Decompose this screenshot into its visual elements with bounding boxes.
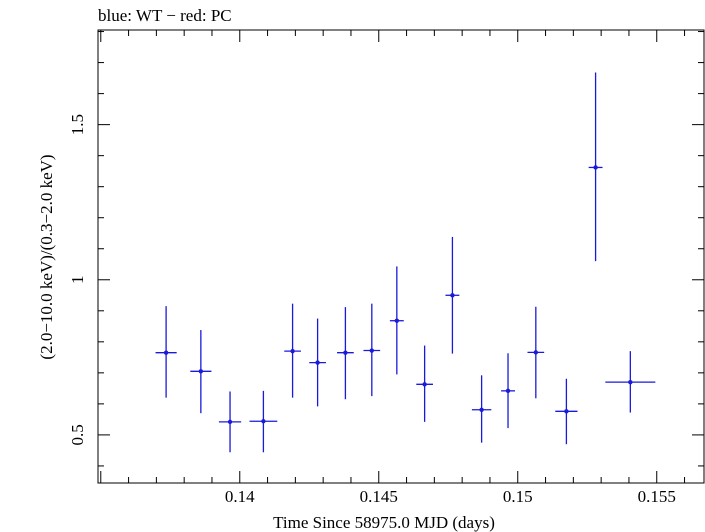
x-tick-label: 0.14: [225, 487, 255, 506]
data-point: [249, 390, 278, 453]
data-point: [471, 375, 492, 443]
data-point: [337, 307, 354, 400]
point-marker: [505, 388, 511, 394]
y-tick-label: 0.5: [68, 424, 87, 445]
point-marker: [227, 419, 233, 425]
data-points: [155, 72, 656, 453]
data-point: [363, 303, 381, 397]
y-tick-label: 1: [68, 276, 87, 285]
data-point: [445, 236, 460, 354]
y-tick-label: 1.5: [68, 114, 87, 135]
point-marker: [394, 318, 400, 323]
x-tick-label: 0.145: [360, 487, 398, 506]
data-point: [284, 303, 301, 398]
axis-ticks: [98, 30, 704, 483]
point-marker: [343, 350, 348, 355]
x-axis-label: Time Since 58975.0 MJD (days): [273, 513, 495, 532]
data-point: [155, 306, 177, 398]
point-marker: [479, 407, 484, 412]
data-point: [190, 330, 212, 414]
point-marker: [315, 360, 320, 365]
point-marker: [290, 348, 295, 354]
data-point: [588, 72, 603, 262]
chart-title: blue: WT − red: PC: [98, 6, 232, 25]
x-tick-label: 0.15: [503, 487, 533, 506]
point-marker: [198, 369, 204, 374]
x-tick-label: 0.155: [638, 487, 676, 506]
data-point: [218, 391, 242, 453]
point-marker: [628, 379, 633, 385]
point-marker: [163, 350, 169, 355]
axis-tick-labels: 0.14 0.145 0.15 0.155 0.5 1 1.5: [68, 114, 676, 506]
point-marker: [422, 382, 427, 387]
point-marker: [261, 419, 266, 424]
point-marker: [450, 293, 455, 298]
data-point: [605, 351, 656, 413]
point-marker: [564, 409, 569, 414]
data-point: [501, 353, 515, 429]
data-point: [527, 306, 545, 399]
plot-frame: [97, 29, 705, 484]
data-point: [555, 378, 578, 445]
data-point: [416, 345, 433, 422]
data-point: [389, 266, 404, 375]
point-marker: [533, 350, 539, 355]
y-axis-label: (2.0−10.0 keV)/(0.3−2.0 keV): [37, 154, 56, 359]
data-point: [309, 318, 326, 407]
point-marker: [369, 348, 375, 353]
point-marker: [593, 165, 598, 170]
